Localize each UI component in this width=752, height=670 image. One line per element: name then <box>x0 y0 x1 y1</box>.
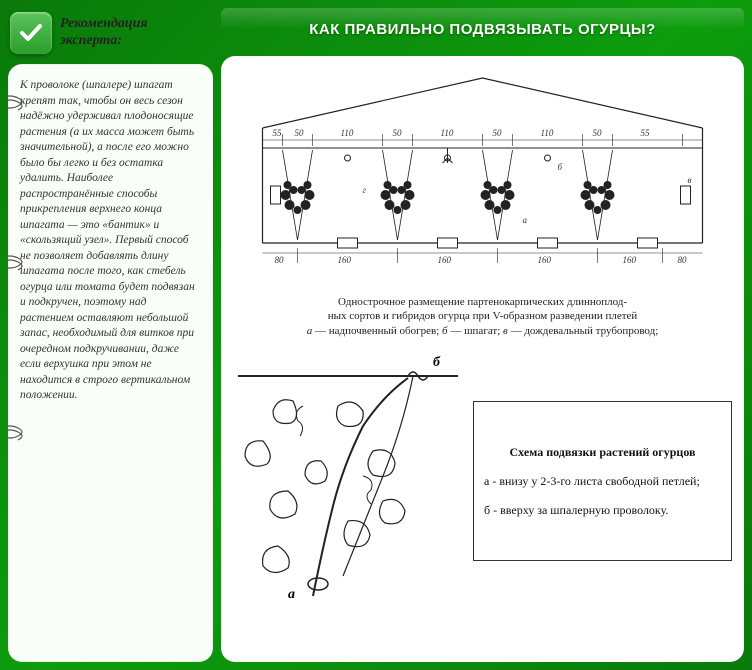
svg-text:110: 110 <box>341 128 354 138</box>
svg-text:50: 50 <box>493 128 503 138</box>
scheme-item-a: а - внизу у 2-3-го листа свободной петле… <box>484 474 721 489</box>
svg-text:160: 160 <box>438 255 452 265</box>
scheme-title: Схема подвязки растений огурцов <box>484 445 721 460</box>
greenhouse-diagram: 55 50 110 50 110 50 110 50 55 <box>233 68 732 338</box>
svg-text:50: 50 <box>295 128 305 138</box>
binding-spring-icon <box>8 94 28 112</box>
vine-diagram-section: б <box>233 346 732 616</box>
page-title: КАК ПРАВИЛЬНО ПОДВЯЗЫВАТЬ ОГУРЦЫ? <box>221 8 744 50</box>
svg-text:50: 50 <box>393 128 403 138</box>
vine-diagram: б <box>233 346 463 606</box>
svg-text:55: 55 <box>641 128 651 138</box>
svg-text:б: б <box>558 162 563 172</box>
left-panel: Рекомендация эксперта: К проволоке (шпал… <box>8 8 213 662</box>
svg-text:80: 80 <box>678 255 688 265</box>
binding-spring-icon <box>8 424 28 442</box>
expert-badge: Рекомендация эксперта: <box>8 8 213 58</box>
svg-text:в: в <box>688 175 692 185</box>
svg-text:50: 50 <box>593 128 603 138</box>
svg-text:б: б <box>433 355 441 370</box>
binding-spring-icon <box>8 254 28 272</box>
svg-text:110: 110 <box>441 128 454 138</box>
svg-text:160: 160 <box>538 255 552 265</box>
recommendation-card: К проволоке (шпалере) шпагат крепят так,… <box>8 64 213 662</box>
content-card: 55 50 110 50 110 50 110 50 55 <box>221 56 744 662</box>
svg-text:80: 80 <box>275 255 285 265</box>
right-panel: КАК ПРАВИЛЬНО ПОДВЯЗЫВАТЬ ОГУРЦЫ? <box>221 8 744 662</box>
recommendation-text: К проволоке (шпалере) шпагат крепят так,… <box>20 78 201 404</box>
svg-text:55: 55 <box>273 128 283 138</box>
svg-text:г: г <box>363 185 367 195</box>
expert-label: Рекомендация эксперта: <box>60 16 148 50</box>
scheme-legend: Схема подвязки растений огурцов а - вниз… <box>473 401 732 561</box>
svg-text:а: а <box>523 215 528 225</box>
svg-text:160: 160 <box>338 255 352 265</box>
checkmark-icon <box>10 12 52 54</box>
top-diagram-caption: Однострочное размещение партенокарпическ… <box>233 295 732 338</box>
svg-text:а: а <box>288 587 295 602</box>
svg-text:160: 160 <box>623 255 637 265</box>
scheme-item-b: б - вверху за шпалерную проволоку. <box>484 503 721 518</box>
svg-text:110: 110 <box>541 128 554 138</box>
